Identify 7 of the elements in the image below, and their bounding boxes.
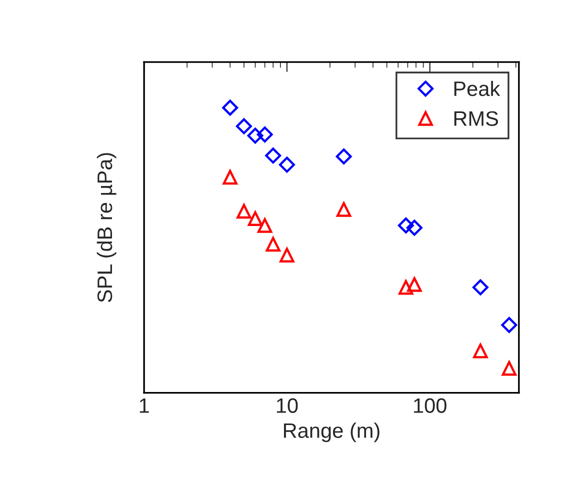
legend-label: RMS: [454, 111, 498, 126]
x-tick-label: 1: [140, 398, 149, 413]
x-tick-label: 100: [414, 398, 446, 414]
legend-label: Peak: [454, 80, 500, 96]
x-tick-label: 10: [276, 398, 298, 414]
x-axis-title: Range (m): [284, 422, 380, 442]
y-axis-title: SPL (dB re µPa): [96, 153, 116, 302]
